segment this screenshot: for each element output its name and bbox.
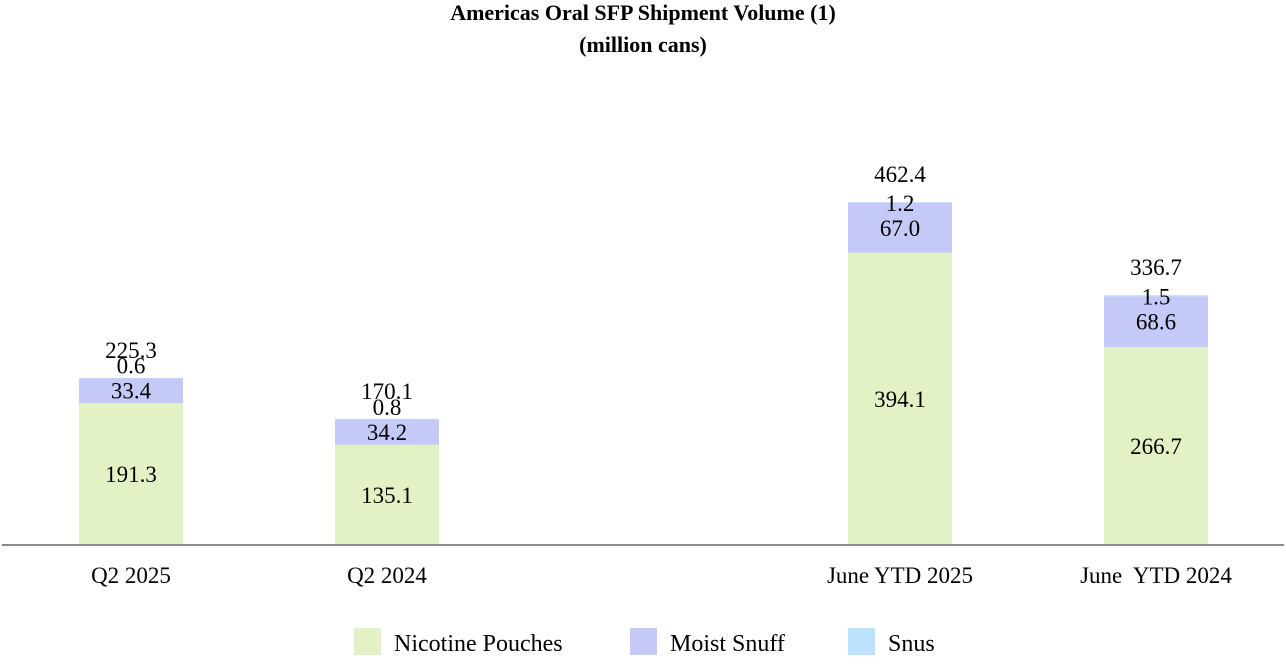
x-tick-label: June YTD 2024 <box>1080 563 1232 588</box>
legend-label: Nicotine Pouches <box>394 631 563 657</box>
bar-segment-snus <box>1104 295 1208 297</box>
data-label: 135.1 <box>361 483 413 508</box>
total-label: 462.4 <box>874 162 926 187</box>
bar-segment-moist-snuff <box>335 419 439 445</box>
chart-subtitle: (million cans) <box>579 32 707 57</box>
legend-swatch <box>630 628 657 655</box>
total-label: 170.1 <box>361 379 413 404</box>
legend-swatch <box>354 628 381 655</box>
bar-segment-snus <box>79 377 183 379</box>
bar-segment-snus <box>848 202 952 203</box>
data-label: 33.4 <box>111 379 152 404</box>
legend: Nicotine Pouches Moist Snuff Snus <box>354 628 935 657</box>
total-label: 225.3 <box>105 338 157 363</box>
data-label: 0.8 <box>373 395 402 420</box>
bar-segment-snus <box>335 418 439 420</box>
bar-segment-moist-snuff <box>848 202 952 253</box>
legend-label: Moist Snuff <box>670 631 785 657</box>
data-label: 1.5 <box>1142 285 1171 310</box>
data-label: 0.6 <box>117 354 146 379</box>
bars-layer <box>79 202 1208 545</box>
data-label: 67.0 <box>880 216 920 241</box>
data-label: 34.2 <box>367 420 407 445</box>
bar-segment-nicotine-pouches <box>79 403 183 545</box>
data-label: 1.2 <box>886 191 915 216</box>
chart-title: Americas Oral SFP Shipment Volume (1) <box>450 0 836 25</box>
bar-segment-nicotine-pouches <box>335 444 439 545</box>
total-label: 336.7 <box>1130 255 1182 280</box>
bar-segment-moist-snuff <box>79 378 183 404</box>
x-tick-labels: Q2 2025 Q2 2024 June YTD 2025 June YTD 2024 <box>91 563 1232 588</box>
legend-label: Snus <box>888 631 935 657</box>
legend-swatch <box>848 628 875 655</box>
data-label: 266.7 <box>1130 434 1182 459</box>
data-label: 394.1 <box>874 387 926 412</box>
bar-segment-moist-snuff <box>1104 296 1208 348</box>
x-tick-label: Q2 2025 <box>91 563 171 588</box>
x-tick-label: June YTD 2025 <box>827 563 973 588</box>
data-label: 191.3 <box>105 462 157 487</box>
bar-segment-nicotine-pouches <box>1104 347 1208 545</box>
data-label: 68.6 <box>1136 310 1176 335</box>
x-tick-label: Q2 2024 <box>347 563 427 588</box>
bar-segment-nicotine-pouches <box>848 252 952 545</box>
